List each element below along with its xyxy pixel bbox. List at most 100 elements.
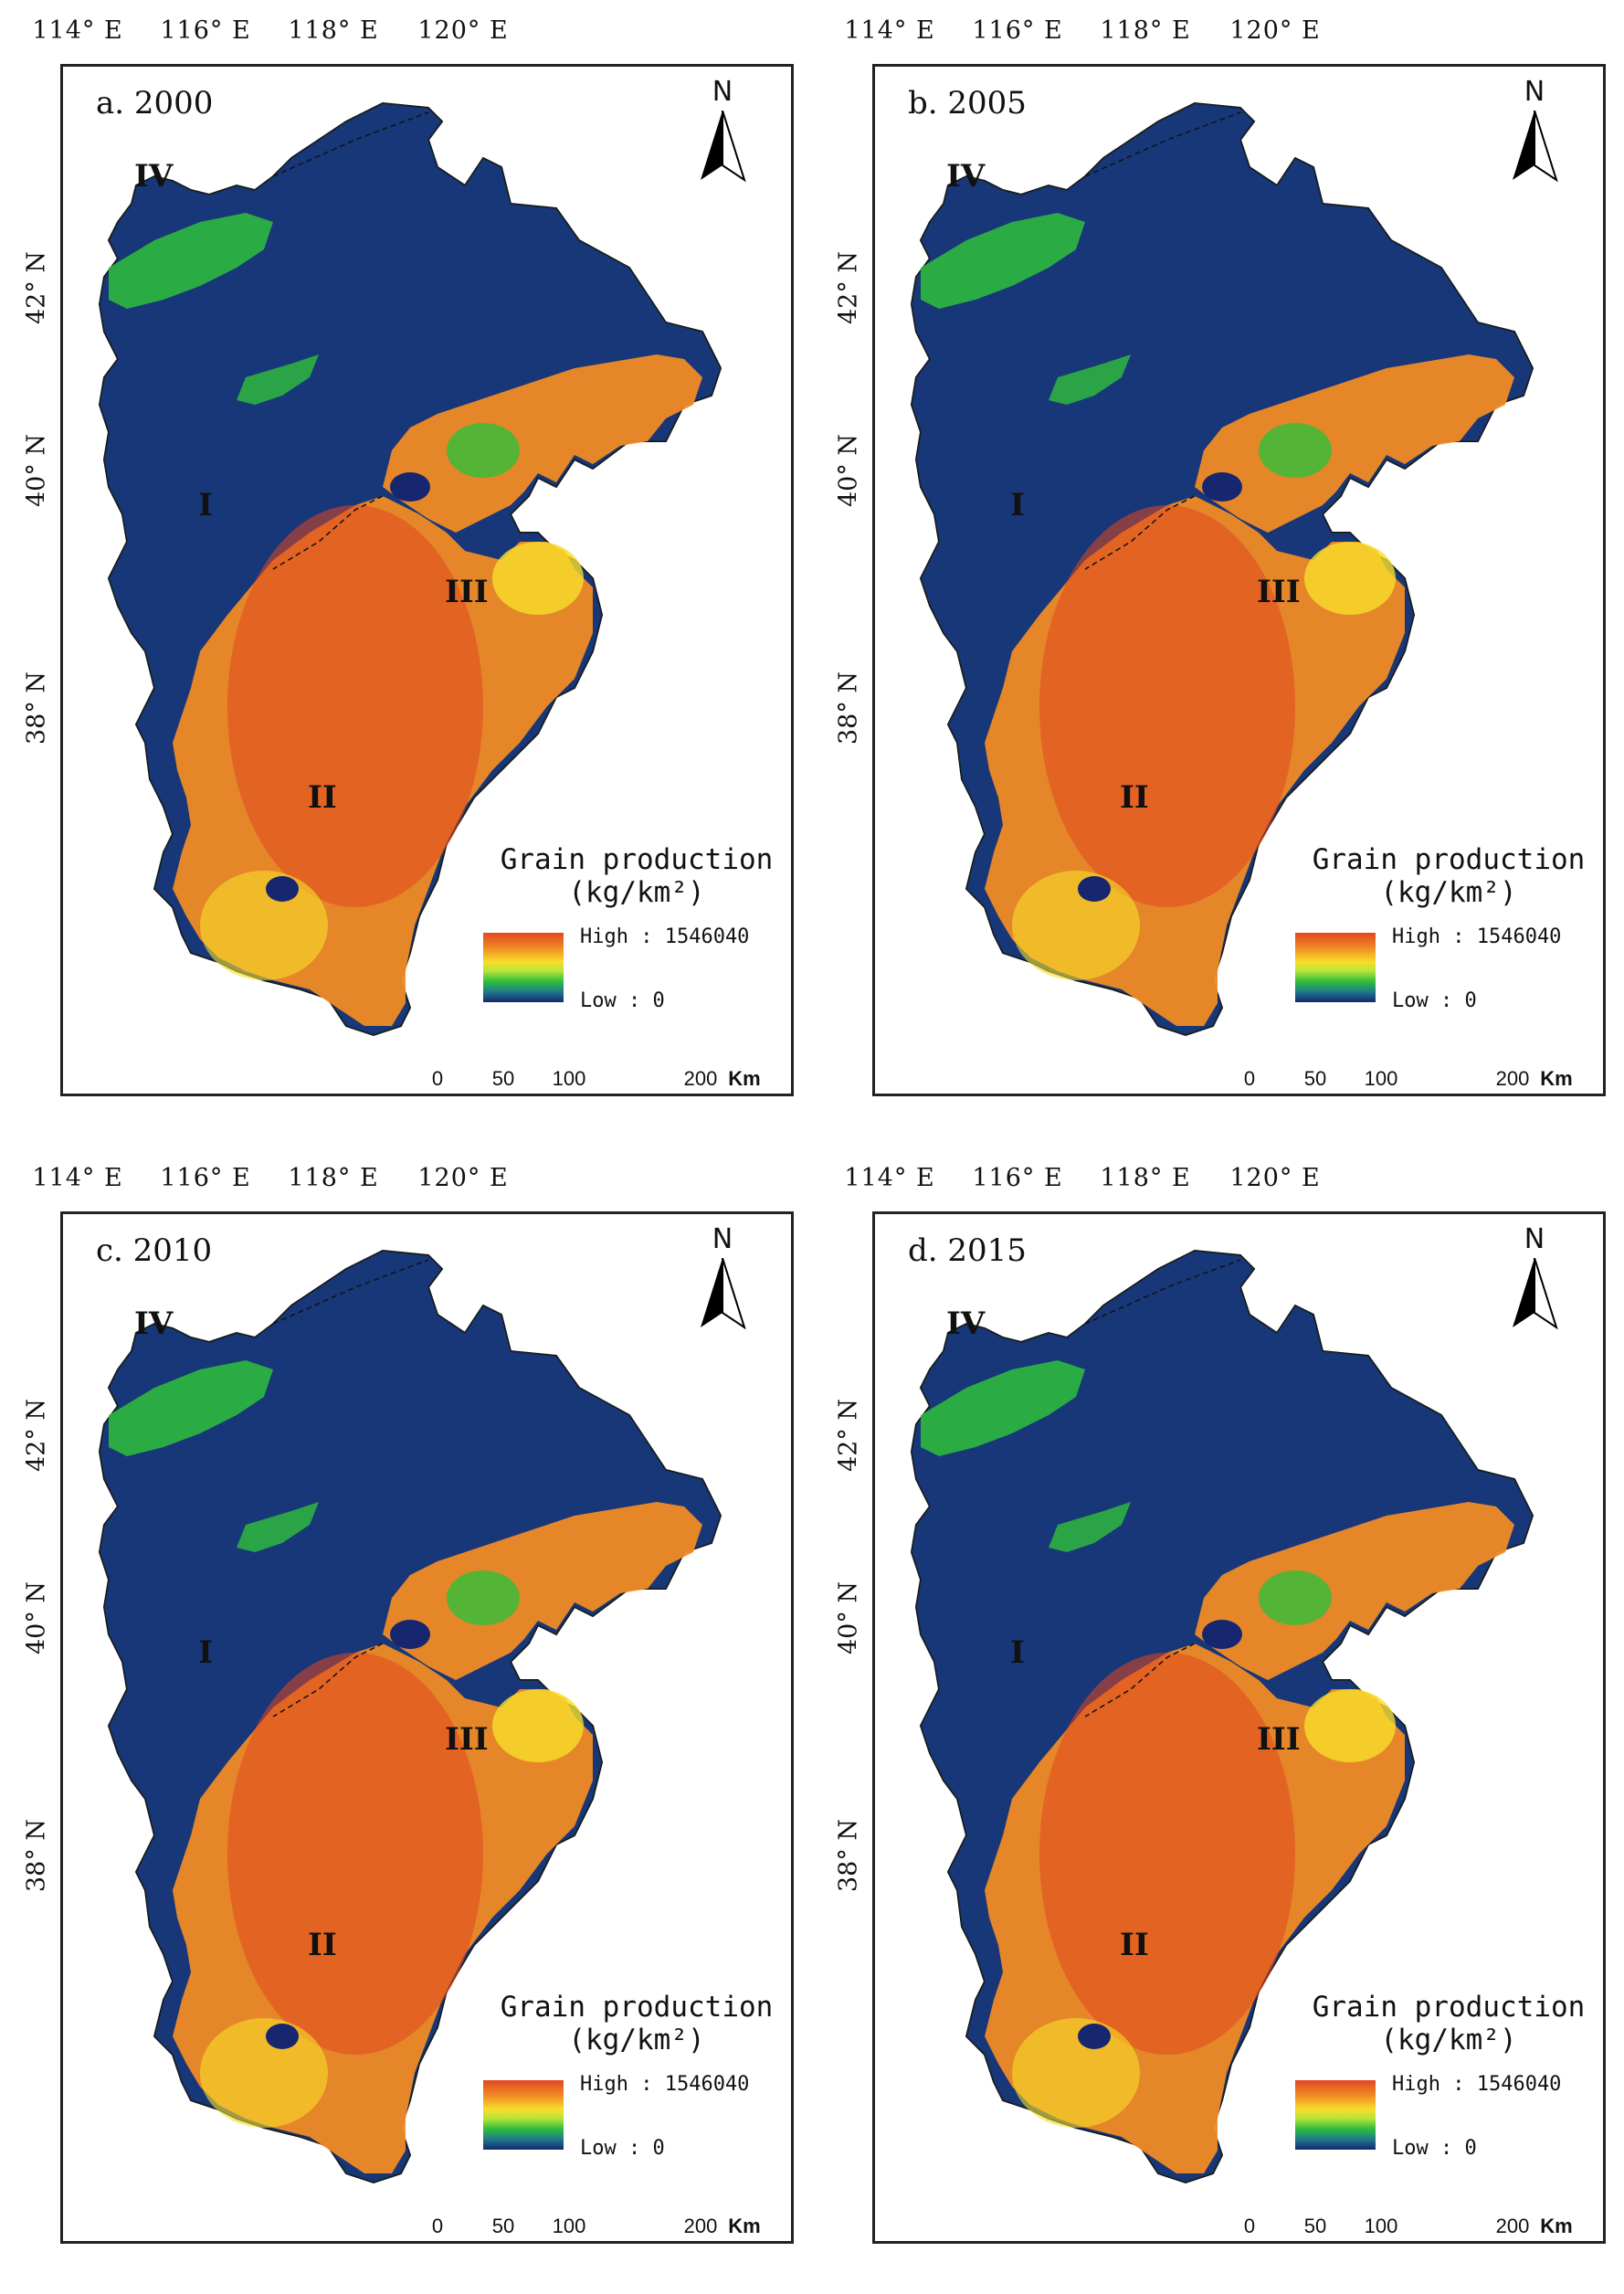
subregion-boundary (1084, 1259, 1241, 1325)
water-body (266, 876, 299, 902)
yellow-patch (1012, 2018, 1140, 2128)
scale-tick-label: 100 (1364, 2215, 1398, 2237)
high-production-core (227, 505, 483, 907)
north-arrow: N (1507, 76, 1562, 213)
north-arrow-icon (1513, 111, 1558, 183)
green-patch (447, 423, 520, 478)
yellow-patch (200, 2018, 328, 2128)
green-band (237, 1502, 319, 1552)
longitude-label: 114° E (32, 1164, 123, 1192)
region-iii-zone (1195, 1502, 1514, 1680)
region-label: III (1257, 574, 1301, 610)
longitude-label: 118° E (1100, 1164, 1191, 1192)
region-label: III (445, 1721, 489, 1758)
green-band (1049, 1502, 1131, 1552)
region-iv-zone (109, 213, 273, 309)
north-arrow: N (695, 76, 750, 213)
scale-unit: Km (1540, 1067, 1573, 1090)
scale-unit: Km (1540, 2215, 1573, 2237)
north-arrow-icon (1513, 1258, 1558, 1330)
longitude-label: 116° E (972, 16, 1063, 45)
longitude-label: 114° E (844, 1164, 935, 1192)
scale-tick-label: 50 (1303, 2215, 1327, 2237)
latitude-label: 40° N (22, 1580, 51, 1655)
longitude-label: 114° E (844, 16, 935, 45)
legend-high-label: High : 1546040 (1392, 925, 1562, 948)
green-band (1049, 354, 1131, 405)
latitude-label: 42° N (22, 250, 51, 325)
subregion-boundary (272, 1259, 429, 1325)
scale-bar: 0 50 100 200 Km (432, 2215, 766, 2241)
region-iv-zone (109, 1360, 273, 1456)
longitude-label: 120° E (417, 16, 509, 45)
map-panel: 114° E 116° E 118° E 120° E 42° N 40° N 38° N d… (812, 1147, 1624, 2294)
region-label: IV (134, 158, 174, 195)
subregion-boundary (272, 1643, 384, 1718)
water-body (390, 472, 430, 502)
subregion-boundary (1084, 1643, 1196, 1718)
legend-unit: (kg/km²) (1380, 2024, 1517, 2056)
legend-color-ramp (1295, 2080, 1376, 2150)
region-label: I (198, 1634, 213, 1671)
panel-title: c. 2010 (96, 1232, 213, 1269)
map-panel: 114° E 116° E 118° E 120° E 42° N 40° N 38° N c… (0, 1147, 812, 2294)
yellow-patch (200, 871, 328, 980)
water-body (1078, 2024, 1111, 2049)
longitude-label: 120° E (1229, 1164, 1321, 1192)
green-patch (1259, 423, 1332, 478)
yellow-patch (492, 1689, 584, 1762)
green-patch (1259, 1570, 1332, 1625)
scale-tick-label: 50 (491, 1067, 515, 1090)
legend-heading: Grain production (1312, 843, 1586, 876)
latitude-label: 38° N (834, 671, 863, 745)
subregion-boundary (272, 111, 429, 177)
subregion-boundary (1084, 111, 1241, 177)
legend-heading: Grain production (500, 1991, 774, 2024)
legend-color-ramp (483, 2080, 564, 2150)
panel-title: d. 2015 (908, 1232, 1027, 1269)
legend-heading: Grain production (500, 843, 774, 876)
region-label: I (1010, 487, 1025, 523)
latitude-label: 42° N (834, 250, 863, 325)
scale-unit: Km (728, 2215, 761, 2237)
water-body (1202, 1620, 1242, 1649)
latitude-label: 40° N (22, 433, 51, 508)
subregion-boundary (272, 495, 384, 570)
scale-tick-label: 100 (552, 1067, 586, 1090)
scale-tick-label: 0 (1243, 2215, 1256, 2237)
region-label: IV (946, 158, 986, 195)
latitude-label: 38° N (22, 1818, 51, 1893)
north-label: N (1524, 1223, 1545, 1255)
north-label: N (1524, 76, 1545, 108)
scale-tick-label: 0 (431, 1067, 444, 1090)
green-band (237, 354, 319, 405)
legend-unit: (kg/km²) (568, 2024, 705, 2056)
legend-low-label: Low : 0 (580, 989, 665, 1012)
legend-high-label: High : 1546040 (1392, 2073, 1562, 2096)
grain-production-map (98, 1249, 722, 2184)
scale-bar: 0 50 100 200 Km (1244, 2215, 1578, 2241)
longitude-label: 118° E (288, 1164, 379, 1192)
region-label: IV (946, 1306, 986, 1342)
longitude-label: 116° E (160, 16, 251, 45)
region-label: III (445, 574, 489, 610)
legend-color-ramp (1295, 933, 1376, 1002)
legend-title: Grain production (kg/km²) (481, 843, 791, 909)
scale-tick-label: 200 (1495, 2215, 1530, 2237)
legend-low-label: Low : 0 (1392, 989, 1477, 1012)
region-iv-zone (921, 213, 1085, 309)
scale-unit: Km (728, 1067, 761, 1090)
latitude-label: 42° N (22, 1398, 51, 1473)
panel-title: b. 2005 (908, 85, 1027, 122)
latitude-label: 38° N (834, 1818, 863, 1893)
north-arrow-icon (701, 1258, 746, 1330)
scale-tick-label: 0 (431, 2215, 444, 2237)
legend-high-label: High : 1546040 (580, 925, 750, 948)
region-label: II (308, 1927, 337, 1963)
water-body (390, 1620, 430, 1649)
panel-title: a. 2000 (96, 85, 214, 122)
legend-high-label: High : 1546040 (580, 2073, 750, 2096)
green-patch (447, 1570, 520, 1625)
longitude-label: 120° E (417, 1164, 509, 1192)
yellow-patch (1012, 871, 1140, 980)
